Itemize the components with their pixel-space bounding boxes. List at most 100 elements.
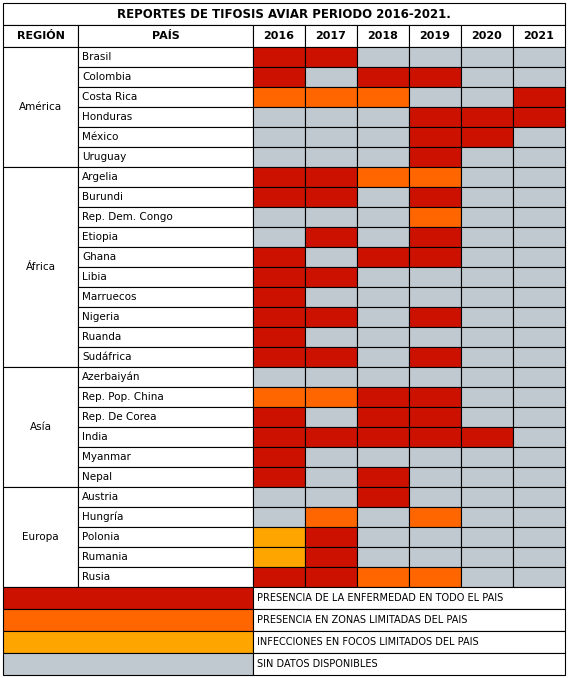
Bar [409, 567, 461, 587]
Bar [461, 507, 513, 527]
Bar [357, 447, 409, 467]
Bar [357, 327, 409, 347]
Bar [409, 167, 461, 187]
Bar [461, 487, 513, 507]
Bar [305, 147, 357, 167]
Text: REPORTES DE TIFOSIS AVIAR PERIODO 2016-2021.: REPORTES DE TIFOSIS AVIAR PERIODO 2016-2… [117, 7, 451, 20]
Bar [461, 287, 513, 307]
Bar [513, 487, 565, 507]
Bar [253, 527, 305, 547]
Text: Austria: Austria [82, 492, 119, 502]
Bar [253, 587, 565, 609]
Text: 2021: 2021 [524, 31, 554, 41]
Bar [461, 327, 513, 347]
Bar [305, 387, 357, 407]
Bar [513, 87, 565, 107]
Bar [253, 187, 305, 207]
Bar [78, 347, 253, 367]
Bar [513, 407, 565, 427]
Bar [305, 167, 357, 187]
Bar [253, 387, 305, 407]
Bar [253, 227, 305, 247]
Bar [409, 447, 461, 467]
Bar [78, 307, 253, 327]
Text: Honduras: Honduras [82, 112, 132, 122]
Bar [78, 447, 253, 467]
Text: 2017: 2017 [316, 31, 346, 41]
Bar [461, 147, 513, 167]
Bar [513, 567, 565, 587]
Bar [513, 47, 565, 67]
Bar [461, 407, 513, 427]
Bar [253, 487, 305, 507]
Text: Rep. Dem. Congo: Rep. Dem. Congo [82, 212, 173, 222]
Bar [78, 247, 253, 267]
Bar [78, 467, 253, 487]
Bar [513, 147, 565, 167]
Bar [513, 25, 565, 47]
Text: Costa Rica: Costa Rica [82, 92, 137, 102]
Bar [78, 567, 253, 587]
Bar [78, 267, 253, 287]
Bar [78, 187, 253, 207]
Bar [78, 87, 253, 107]
Bar [513, 347, 565, 367]
Bar [78, 147, 253, 167]
Bar [305, 47, 357, 67]
Bar [357, 487, 409, 507]
Bar [78, 167, 253, 187]
Text: 2016: 2016 [264, 31, 294, 41]
Bar [305, 207, 357, 227]
Bar [78, 67, 253, 87]
Bar [305, 367, 357, 387]
Bar [461, 387, 513, 407]
Bar [253, 47, 305, 67]
Bar [409, 267, 461, 287]
Text: Uruguay: Uruguay [82, 152, 126, 162]
Bar [357, 147, 409, 167]
Bar [305, 527, 357, 547]
Bar [357, 47, 409, 67]
Bar [253, 467, 305, 487]
Bar [513, 527, 565, 547]
Bar [305, 307, 357, 327]
Bar [253, 25, 305, 47]
Bar [253, 107, 305, 127]
Text: REGIÓN: REGIÓN [16, 31, 64, 41]
Text: África: África [26, 262, 56, 272]
Bar [253, 347, 305, 367]
Text: SIN DATOS DISPONIBLES: SIN DATOS DISPONIBLES [257, 659, 378, 669]
Bar [305, 127, 357, 147]
Bar [461, 447, 513, 467]
Bar [305, 67, 357, 87]
Bar [253, 507, 305, 527]
Bar [305, 567, 357, 587]
Bar [513, 307, 565, 327]
Bar [253, 307, 305, 327]
Bar [513, 427, 565, 447]
Bar [513, 327, 565, 347]
Bar [253, 631, 565, 653]
Text: América: América [19, 102, 62, 112]
Bar [3, 653, 253, 675]
Bar [357, 67, 409, 87]
Text: Asía: Asía [30, 422, 52, 432]
Bar [513, 367, 565, 387]
Text: Sudáfrica: Sudáfrica [82, 352, 132, 362]
Bar [513, 187, 565, 207]
Bar [253, 247, 305, 267]
Bar [305, 347, 357, 367]
Bar [513, 167, 565, 187]
Bar [409, 307, 461, 327]
Bar [3, 631, 253, 653]
Bar [305, 327, 357, 347]
Bar [357, 287, 409, 307]
Text: 2019: 2019 [420, 31, 450, 41]
Bar [461, 467, 513, 487]
Bar [357, 547, 409, 567]
Bar [253, 287, 305, 307]
Bar [513, 127, 565, 147]
Bar [461, 427, 513, 447]
Bar [409, 287, 461, 307]
Bar [409, 327, 461, 347]
